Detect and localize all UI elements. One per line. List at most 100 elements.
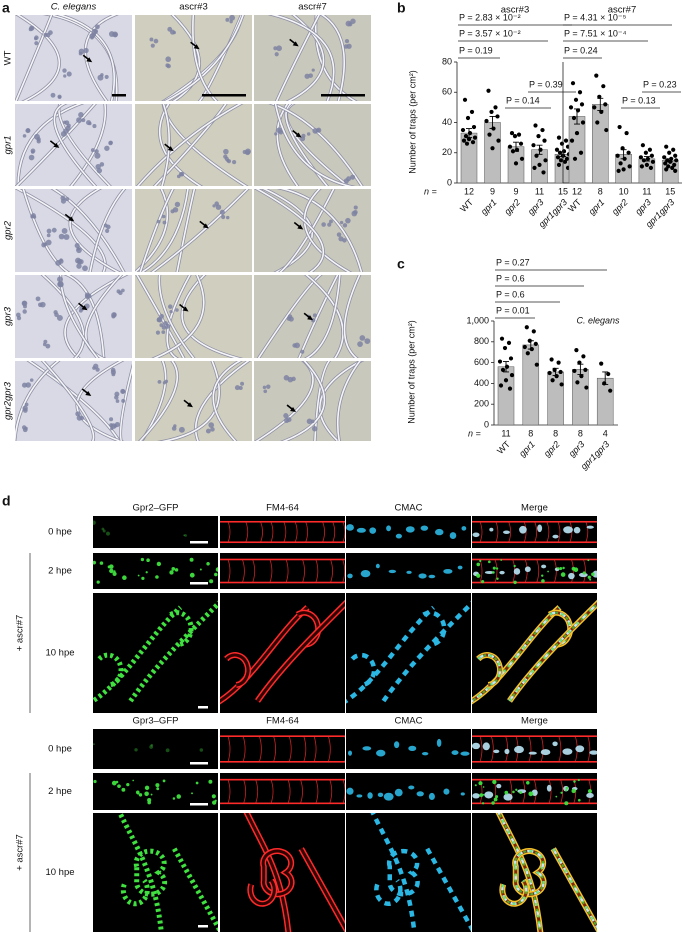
vacuole [394, 788, 403, 797]
data-point [638, 155, 644, 160]
vacuole-membrane [283, 521, 287, 543]
n-value: 8 [553, 428, 558, 438]
scale-bar [202, 94, 246, 97]
gfp-signal [501, 879, 528, 905]
y-tick-label: 20 [442, 147, 452, 157]
gfp-signal [93, 520, 96, 525]
image-background [220, 773, 345, 810]
data-point [622, 156, 627, 161]
panel-letter: d [2, 493, 11, 509]
column-header: ascr#3 [179, 2, 208, 13]
data-point [574, 130, 580, 136]
gfp-signal [573, 780, 576, 783]
vacuole [356, 794, 363, 798]
data-point [581, 354, 586, 359]
gfp-signal [174, 568, 179, 572]
vacuole [418, 573, 427, 579]
vacuole-membrane [227, 736, 231, 762]
gfp-signal [137, 792, 140, 795]
vacuole [436, 738, 442, 747]
trap [157, 379, 162, 384]
fluorescence-image [93, 813, 218, 932]
vacuole-membrane [259, 736, 262, 762]
column-header: FM4-64 [266, 716, 299, 727]
data-point [509, 372, 515, 378]
data-point [519, 156, 525, 161]
data-point [549, 357, 554, 362]
vacuole [537, 524, 543, 533]
column-header: Merge [521, 716, 548, 727]
trap [283, 413, 289, 419]
membrane [220, 778, 345, 805]
vacuole [493, 749, 500, 754]
data-point [601, 84, 606, 89]
gfp-signal [477, 654, 502, 686]
hypha [181, 275, 241, 358]
vacuole [347, 750, 353, 756]
scale-bar [112, 94, 126, 97]
data-point [573, 97, 579, 102]
hypha [343, 275, 361, 358]
trap [262, 385, 267, 390]
trap [63, 74, 67, 78]
trap [22, 300, 27, 306]
fluorescence-image [220, 773, 345, 810]
trap [96, 167, 103, 174]
gfp-signal [132, 779, 134, 782]
data-point [648, 165, 654, 170]
arrow-head [85, 390, 92, 396]
hypha [305, 275, 341, 358]
trap [84, 292, 90, 298]
trap [58, 233, 65, 240]
trap [171, 426, 177, 431]
gfp-signal [172, 797, 176, 800]
category-label: gpr2 [610, 197, 630, 217]
vacuole [552, 534, 559, 539]
trap [81, 118, 86, 123]
gfp-signal [138, 793, 143, 797]
column-header: Gpr2–GFP [133, 503, 179, 514]
y-axis-label: Number of traps (per cm²) [406, 320, 416, 424]
category-label: gpr1 [517, 439, 537, 459]
trap [63, 234, 70, 240]
arrow-head [167, 146, 174, 152]
gfp-signal [165, 748, 170, 753]
trap [109, 140, 113, 145]
data-point [647, 147, 653, 152]
hypha [64, 275, 128, 358]
trap [311, 68, 315, 72]
image-background [346, 773, 471, 810]
hypha [287, 15, 325, 101]
arrow-head [202, 223, 209, 229]
gfp-signal [492, 779, 497, 785]
data-point [570, 81, 576, 86]
hypha [140, 189, 189, 272]
trap [167, 26, 173, 32]
vacuole-membrane [546, 521, 550, 543]
trap [95, 367, 100, 372]
trap [288, 316, 294, 322]
category-label: WT [458, 197, 475, 214]
trap [57, 94, 62, 99]
trap [121, 398, 126, 403]
vacuole [484, 570, 495, 574]
trap [329, 219, 333, 224]
n-value: 8 [598, 186, 603, 196]
trap [308, 73, 313, 78]
row-label: 2 hpe [48, 786, 72, 797]
gfp-signal [496, 577, 499, 580]
arrow-head [307, 315, 314, 321]
vacuole-membrane [509, 779, 513, 804]
data-point [541, 170, 546, 175]
trap [62, 120, 67, 124]
trap [92, 366, 96, 370]
vacuole-membrane [534, 521, 538, 543]
hypha [171, 15, 201, 101]
n-value: 11 [501, 428, 510, 438]
vacuole [428, 792, 435, 800]
trap [300, 349, 305, 354]
gfp-signal [577, 798, 581, 802]
p-value: P = 4.31 × 10⁻⁵ [564, 12, 627, 22]
data-point [498, 383, 504, 388]
cytoplasm [299, 847, 345, 931]
